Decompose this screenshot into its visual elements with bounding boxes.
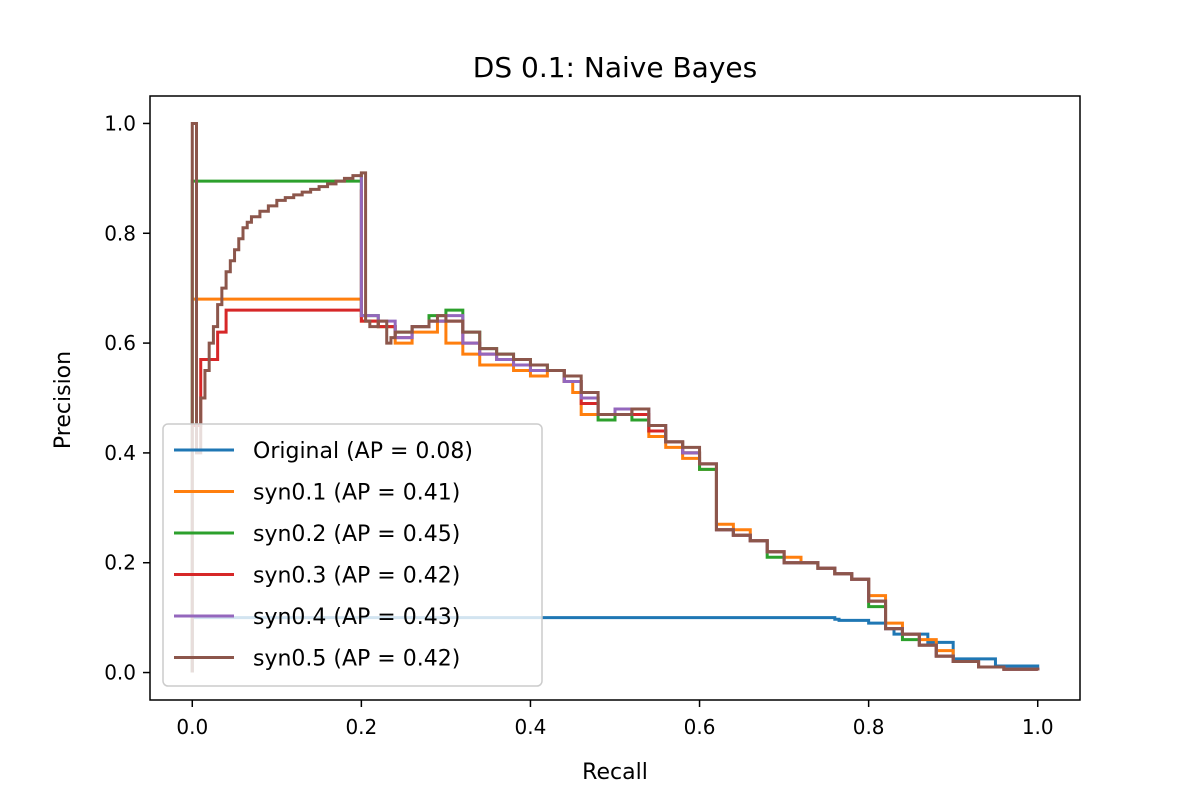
legend-label-5: syn0.5 (AP = 0.42) — [253, 647, 460, 672]
legend-label-4: syn0.4 (AP = 0.43) — [253, 605, 460, 630]
x-tick-label: 0.8 — [853, 715, 885, 739]
y-tick-label: 0.8 — [104, 221, 136, 245]
legend-label-0: Original (AP = 0.08) — [253, 439, 473, 464]
series-layer — [190, 121, 1040, 673]
y-axis-ticks: 0.0 0.2 0.4 0.6 0.8 1.0 — [104, 111, 150, 685]
x-tick-label: 0.6 — [684, 715, 716, 739]
y-axis-label: Precision — [51, 351, 76, 449]
y-tick-label: 0.6 — [104, 331, 136, 355]
x-axis-ticks: 0.0 0.2 0.4 0.6 0.8 1.0 — [176, 700, 1054, 739]
series-line-0 — [190, 616, 1040, 673]
legend-label-3: syn0.3 (AP = 0.42) — [253, 564, 460, 589]
y-tick-label: 1.0 — [104, 111, 136, 135]
y-tick-label: 0.0 — [104, 661, 136, 685]
legend-label-1: syn0.1 (AP = 0.41) — [253, 481, 460, 506]
x-tick-label: 0.0 — [176, 715, 208, 739]
y-tick-label: 0.4 — [104, 441, 136, 465]
x-tick-label: 0.4 — [515, 715, 547, 739]
legend-box — [162, 423, 543, 687]
chart-title: DS 0.1: Naive Bayes — [473, 51, 757, 84]
legend-label-2: syn0.2 (AP = 0.45) — [253, 522, 460, 547]
plot-frame — [149, 95, 1081, 701]
x-tick-label: 0.2 — [345, 715, 377, 739]
y-tick-label: 0.2 — [104, 551, 136, 575]
series-line-5 — [190, 121, 1040, 673]
legend: Original (AP = 0.08) syn0.1 (AP = 0.41) sy… — [162, 423, 543, 687]
x-axis-label: Recall — [582, 760, 648, 785]
x-tick-label: 1.0 — [1022, 715, 1054, 739]
